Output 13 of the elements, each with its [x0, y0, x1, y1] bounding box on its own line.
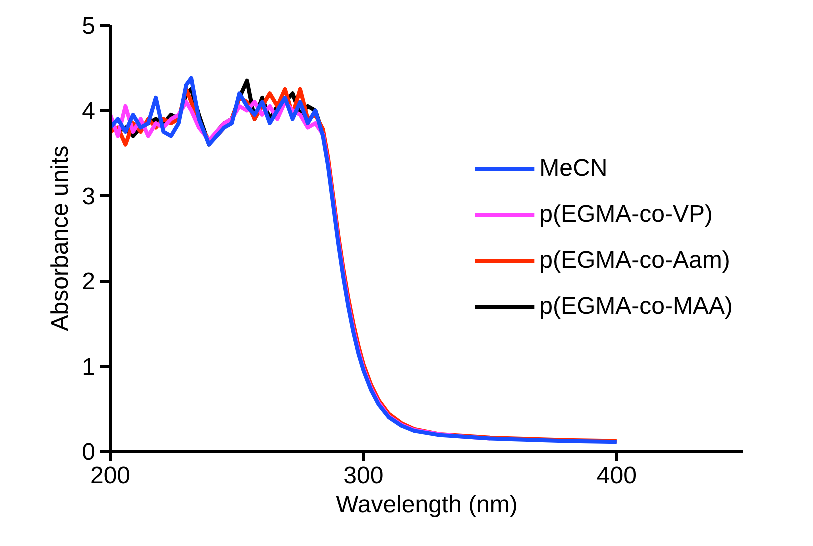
- legend-label: p(EGMA-co-VP): [540, 201, 713, 229]
- legend-label: MeCN: [540, 155, 608, 183]
- y-tick-label: 3: [82, 183, 96, 210]
- y-tick-label: 4: [82, 98, 96, 126]
- y-tick-label: 5: [82, 13, 96, 40]
- legend-label: p(EGMA-co-Aam): [540, 247, 730, 275]
- y-axis-title: Absorbance units: [47, 146, 74, 332]
- x-tick-label: 300: [344, 462, 384, 490]
- y-tick-label: 1: [82, 354, 96, 381]
- x-tick-label: 400: [596, 462, 637, 490]
- legend-label: p(EGMA-co-MAA): [540, 293, 733, 321]
- y-tick-label: 2: [82, 268, 96, 296]
- x-axis-title: Wavelength (nm): [336, 492, 518, 518]
